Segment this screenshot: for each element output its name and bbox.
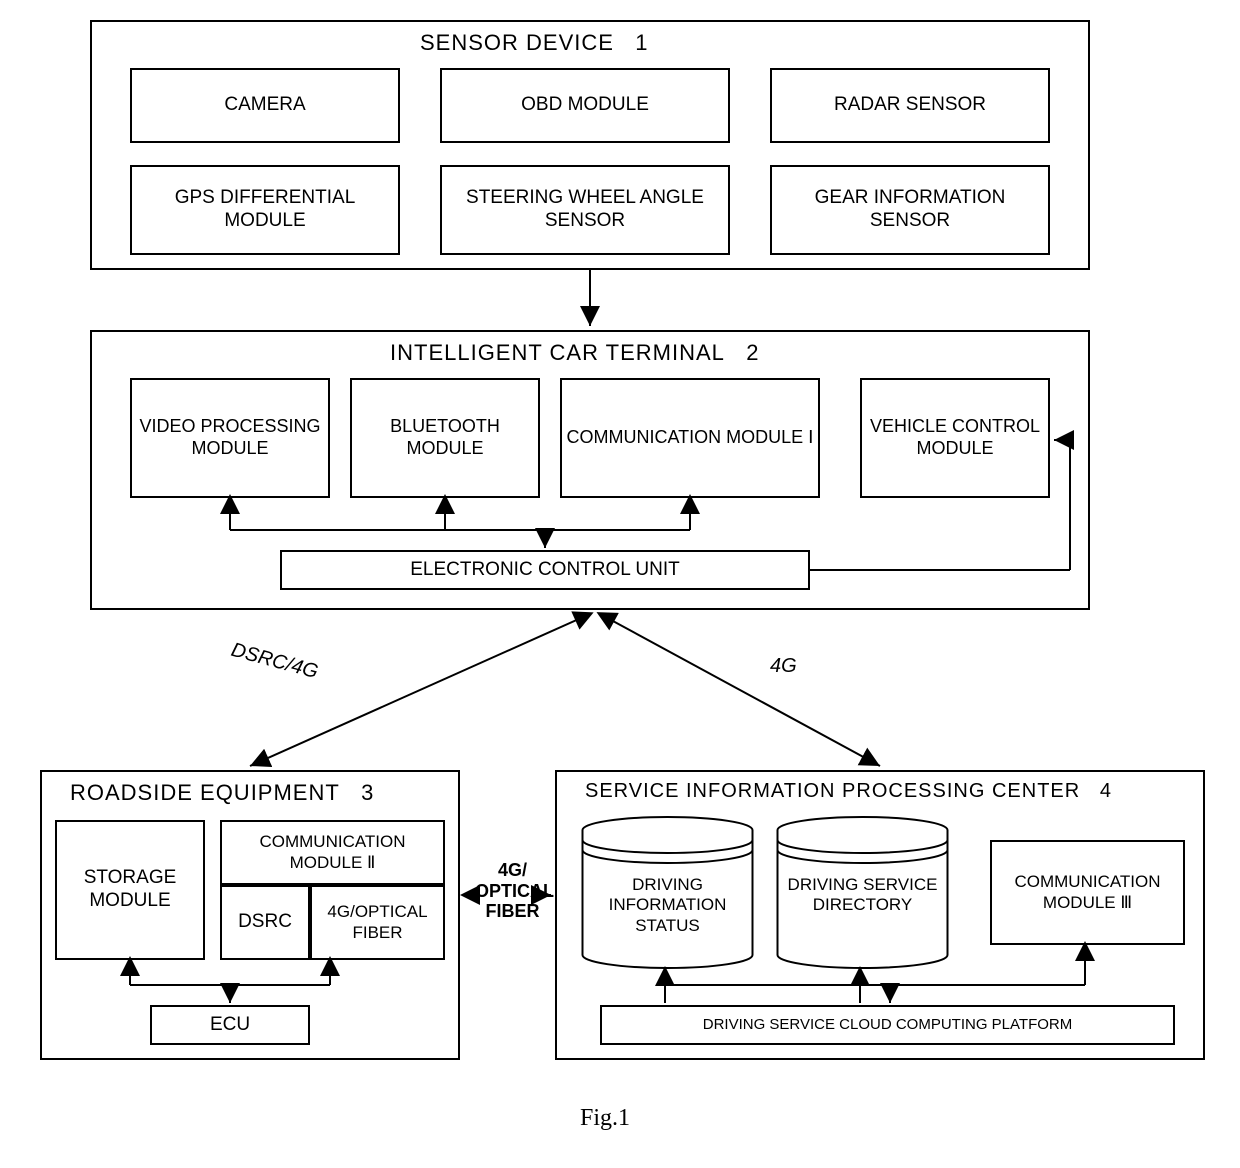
steering-box: STEERING WHEEL ANGLE SENSOR: [440, 165, 730, 255]
roadside-title: ROADSIDE EQUIPMENT 3: [70, 780, 374, 806]
camera-box: CAMERA: [130, 68, 400, 143]
comm1-box: COMMUNICATION MODULE Ⅰ: [560, 378, 820, 498]
service-title: SERVICE INFORMATION PROCESSING CENTER 4: [585, 780, 1112, 803]
storage-box: STORAGE MODULE: [55, 820, 205, 960]
dsrc4g-label: DSRC/4G: [229, 639, 321, 684]
gear-box: GEAR INFORMATION SENSOR: [770, 165, 1050, 255]
figure-label: Fig.1: [580, 1105, 630, 1132]
gps-box: GPS DIFFERENTIAL MODULE: [130, 165, 400, 255]
obd-box: OBD MODULE: [440, 68, 730, 143]
vehicle-ctrl-box: VEHICLE CONTROL MODULE: [860, 378, 1050, 498]
fiber-label: 4G/ OPTICAL FIBER: [475, 860, 550, 922]
ecu-box: ELECTRONIC CONTROL UNIT: [280, 550, 810, 590]
comm2-box: COMMUNICATION MODULE Ⅱ: [220, 820, 445, 885]
fiber-box: 4G/OPTICAL FIBER: [310, 885, 445, 960]
terminal-title: INTELLIGENT CAR TERMINAL 2: [390, 340, 760, 366]
diagram-canvas: SENSOR DEVICE 1 CAMERA OBD MODULE RADAR …: [0, 0, 1240, 1168]
video-box: VIDEO PROCESSING MODULE: [130, 378, 330, 498]
4g-label: 4G: [770, 655, 797, 678]
sensor-title: SENSOR DEVICE 1: [420, 30, 649, 56]
dsrc-box: DSRC: [220, 885, 310, 960]
bluetooth-box: BLUETOOTH MODULE: [350, 378, 540, 498]
db2-label: DRIVING SERVICE DIRECTORY: [775, 875, 950, 916]
platform-box: DRIVING SERVICE CLOUD COMPUTING PLATFORM: [600, 1005, 1175, 1045]
db1-label: DRIVING INFORMATION STATUS: [580, 875, 755, 936]
ecu2-box: ECU: [150, 1005, 310, 1045]
comm3-box: COMMUNICATION MODULE Ⅲ: [990, 840, 1185, 945]
radar-box: RADAR SENSOR: [770, 68, 1050, 143]
